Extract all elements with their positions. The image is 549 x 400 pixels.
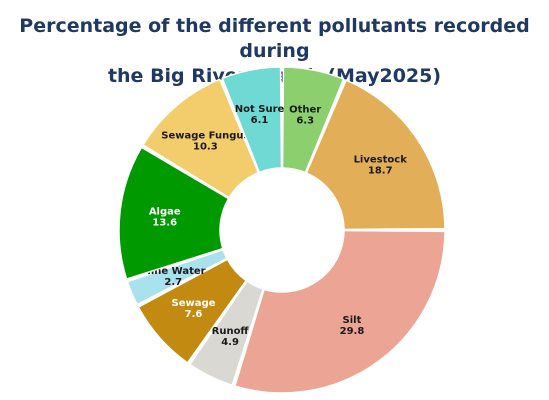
slice-label-sewage-fungus: Sewage Fungus xyxy=(161,130,249,141)
slice-value-sewage-fungus: 10.3 xyxy=(193,141,218,152)
slice-label-sewage: Sewage xyxy=(172,298,216,309)
slice-value-sewage: 7.6 xyxy=(185,309,203,320)
slice-value-not-sure: 6.1 xyxy=(251,115,269,126)
slice-label-silt: Silt xyxy=(343,315,362,326)
slice-label-runoff: Runoff xyxy=(212,326,250,337)
slice-label-other: Other xyxy=(289,104,321,115)
slice-value-livestock: 18.7 xyxy=(368,166,393,177)
slice-label-mine-water: Mine Water xyxy=(141,266,206,277)
slice-value-silt: 29.8 xyxy=(340,326,365,337)
slice-mine-water xyxy=(126,248,228,306)
slice-value-runoff: 4.9 xyxy=(221,337,239,348)
slice-label-algae: Algae xyxy=(149,207,181,218)
slice-label-not-sure: Not Sure xyxy=(235,104,285,115)
slice-sewage-fungus xyxy=(142,78,260,199)
slice-value-other: 6.3 xyxy=(296,115,314,126)
slice-runoff xyxy=(189,280,264,386)
slice-sewage xyxy=(137,258,247,364)
slice-label-livestock: Livestock xyxy=(354,155,408,166)
slice-other xyxy=(281,66,345,174)
slice-livestock xyxy=(305,79,446,231)
slice-algae xyxy=(118,146,230,280)
slice-value-algae: 13.6 xyxy=(152,218,177,229)
chart-title-line-1: Percentage of the different pollutants r… xyxy=(19,15,530,62)
slice-silt xyxy=(234,229,446,394)
slice-value-mine-water: 2.7 xyxy=(164,277,182,288)
slice-not-sure xyxy=(221,66,283,174)
